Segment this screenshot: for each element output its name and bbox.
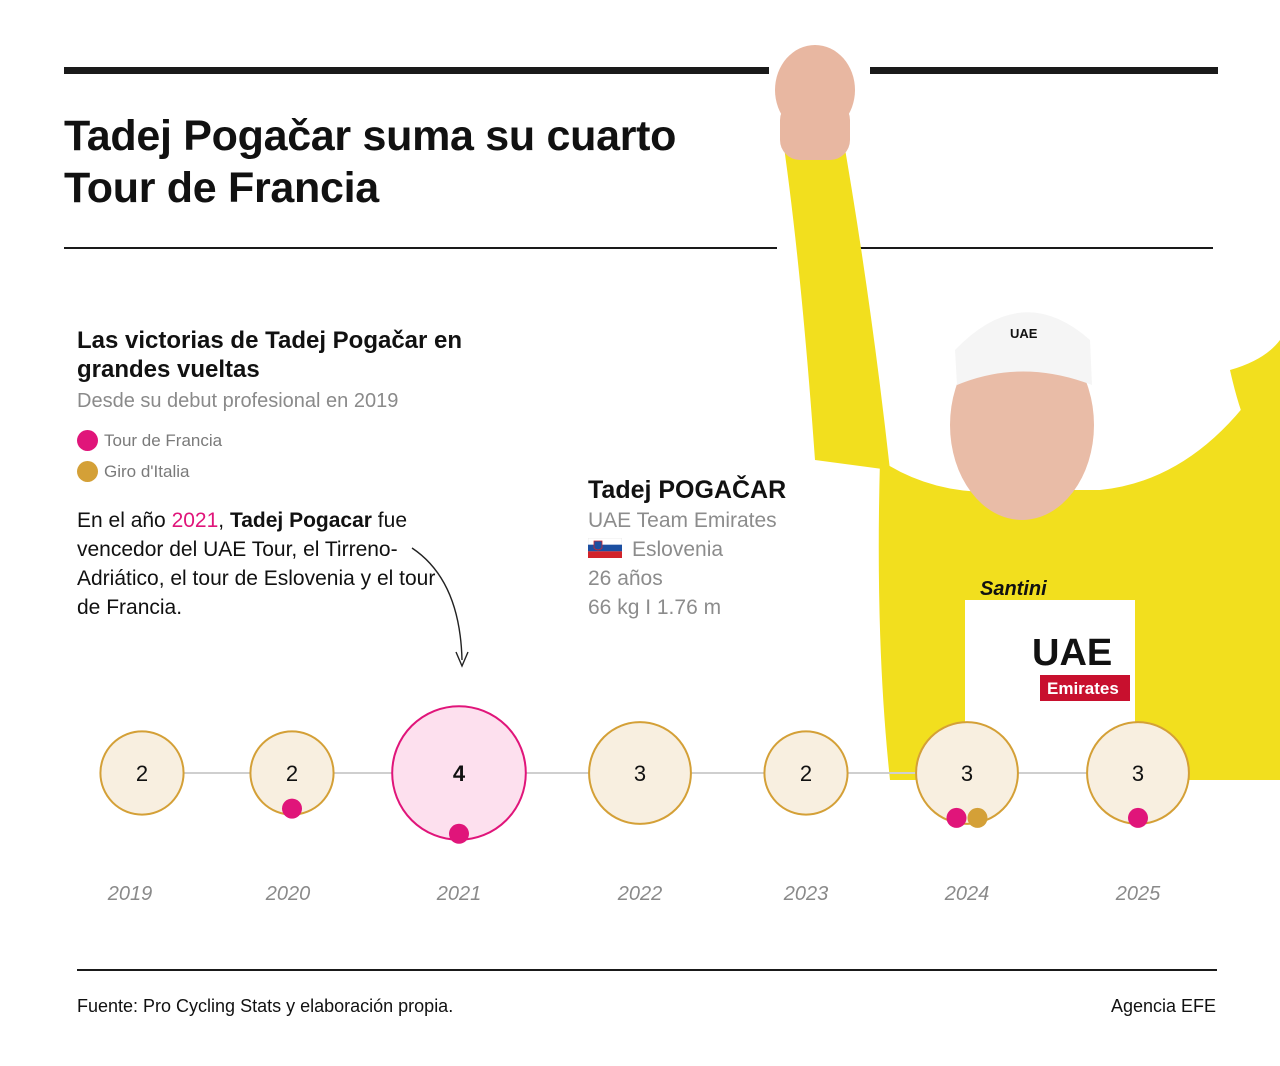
bubble-value-2021: 4 bbox=[453, 761, 466, 786]
chart-title: Las victorias de Tadej Pogačar en grande… bbox=[77, 327, 463, 383]
raised-arm bbox=[775, 45, 890, 470]
rider-country-row: Eslovenia bbox=[588, 538, 723, 562]
year-label-2025: 2025 bbox=[1115, 883, 1161, 905]
annotation-rest: fue vencedor del UAE Tour, el Tirreno-Ad… bbox=[77, 509, 436, 619]
rider-stats: 66 kg I 1.76 m bbox=[588, 596, 722, 619]
page-title: Tadej Pogačar suma su cuarto Tour de Fra… bbox=[64, 112, 677, 212]
year-label-2021: 2021 bbox=[436, 883, 482, 905]
annotation-arrow bbox=[411, 547, 469, 668]
year-label-2020: 2020 bbox=[265, 883, 311, 905]
legend-label-tour: Tour de Francia bbox=[104, 430, 223, 450]
legend-item-giro: Giro d'Italia bbox=[77, 461, 189, 482]
annotation-prefix: En el año bbox=[77, 509, 172, 532]
source-note: Fuente: Pro Cycling Stats y elaboración … bbox=[77, 996, 454, 1016]
annotation-year: 2021 bbox=[171, 509, 219, 532]
legend-item-tour: Tour de Francia bbox=[77, 430, 222, 451]
year-label-2019: 2019 bbox=[107, 883, 153, 905]
bubble-value-2020: 2 bbox=[286, 761, 298, 786]
bubble-value-2023: 2 bbox=[800, 761, 812, 786]
cap bbox=[955, 312, 1092, 385]
year-label-2022: 2022 bbox=[617, 883, 663, 905]
bubble-2022 bbox=[588, 721, 692, 825]
svg-text:UAE: UAE bbox=[1010, 326, 1038, 341]
legend-dot-giro bbox=[77, 461, 98, 482]
chart-subtitle: Desde su debut profesional en 2019 bbox=[77, 390, 399, 412]
bubble-value-2024: 3 bbox=[961, 761, 973, 786]
bubble-2023 bbox=[763, 730, 849, 816]
year-label-2023: 2023 bbox=[783, 883, 829, 905]
rider-age: 26 años bbox=[588, 567, 663, 590]
win-dot-2024-tour-de-francia bbox=[946, 807, 967, 828]
bubble-2019 bbox=[99, 730, 185, 816]
win-dot-2021-tour-de-francia bbox=[449, 823, 469, 844]
slovenia-flag-icon bbox=[588, 538, 622, 558]
bubble-value-2022: 3 bbox=[634, 761, 646, 786]
rider-name: Tadej POGAČAR bbox=[588, 476, 787, 504]
annotation-sep: , bbox=[218, 509, 230, 532]
bubble-timeline-chart: 2 2019 2 2020 4 2021 3 2022 2 2023 3 2024 3 2025 bbox=[99, 705, 1190, 905]
rider-country: Eslovenia bbox=[632, 538, 724, 561]
credit: Agencia EFE bbox=[1110, 996, 1216, 1016]
svg-text:Emirates: Emirates bbox=[1047, 679, 1119, 698]
top-rule-left bbox=[64, 67, 769, 74]
top-rule-right bbox=[870, 67, 1218, 74]
svg-text:UAE: UAE bbox=[1032, 632, 1112, 674]
title-rule-left bbox=[64, 247, 777, 249]
annotation-text: En el año 2021, Tadej Pogacar fue venced… bbox=[77, 506, 437, 622]
footer-rule bbox=[77, 969, 1217, 971]
legend-dot-tour bbox=[77, 430, 98, 451]
title-rule-right bbox=[853, 247, 1213, 249]
bubble-2024 bbox=[915, 721, 1019, 825]
win-dot-2024-giro-d-italia bbox=[967, 807, 988, 828]
annotation-name: Tadej Pogacar bbox=[229, 509, 372, 532]
svg-text:Santini: Santini bbox=[980, 578, 1047, 600]
bubble-value-2025: 3 bbox=[1132, 761, 1144, 786]
rider-team: UAE Team Emirates bbox=[588, 509, 777, 532]
year-label-2024: 2024 bbox=[944, 883, 990, 905]
bubble-value-2019: 2 bbox=[136, 761, 148, 786]
rider-face bbox=[950, 330, 1094, 520]
win-dot-2025-tour-de-francia bbox=[1128, 807, 1148, 828]
legend-label-giro: Giro d'Italia bbox=[104, 461, 190, 481]
win-dot-2020-tour-de-francia bbox=[282, 798, 302, 819]
